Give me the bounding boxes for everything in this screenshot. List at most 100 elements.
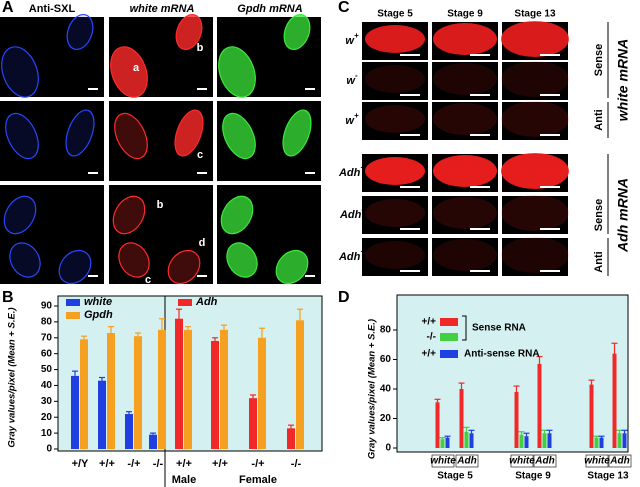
micrograph <box>109 13 213 98</box>
y-tick-label: 90 <box>41 301 53 312</box>
y-tick-label: 0 <box>385 443 391 454</box>
category-box <box>510 454 534 468</box>
legend-label: white <box>84 296 112 308</box>
annotation: Sense RNA <box>472 323 526 334</box>
image-background <box>432 102 498 140</box>
probe-label: Adh mRNA <box>615 178 631 253</box>
bar <box>599 437 604 448</box>
image-background <box>502 238 568 276</box>
x-tick-label: -/+ <box>251 458 264 470</box>
x-tick-label: Adh <box>456 456 476 467</box>
bracket <box>462 315 467 341</box>
bar <box>435 402 440 448</box>
embryo <box>365 25 425 53</box>
panel-letter: A <box>2 0 14 16</box>
y-tick-label: 20 <box>380 413 392 424</box>
x-tick-label: white <box>430 456 456 467</box>
group-label: Stage 9 <box>515 471 551 482</box>
error-bar <box>458 382 465 389</box>
embryo <box>365 157 425 185</box>
bar <box>445 437 450 448</box>
embryo <box>433 155 497 187</box>
bar <box>464 431 469 448</box>
image-background <box>0 101 104 181</box>
embryo <box>433 197 497 229</box>
bar <box>524 436 529 448</box>
image-background <box>432 196 498 234</box>
embryo <box>365 199 425 227</box>
bar <box>612 353 617 448</box>
annotation: Anti-sense RNA <box>464 349 540 360</box>
error-bar <box>588 379 595 385</box>
y-axis-label: Gray values/pixel (Mean + S.E.) <box>367 319 378 459</box>
side-label: Sense <box>593 44 605 76</box>
annotation: b <box>197 42 204 54</box>
y-tick-label: 30 <box>41 396 53 407</box>
bar <box>440 439 445 448</box>
category-box <box>608 454 632 468</box>
y-tick-label: 20 <box>41 412 53 423</box>
embryo <box>3 195 37 235</box>
row-label: Adh- <box>339 205 364 221</box>
embryo <box>5 112 39 160</box>
image-background <box>362 238 428 276</box>
y-tick-label: 40 <box>41 380 53 391</box>
image-background <box>0 185 104 284</box>
bar <box>98 380 106 449</box>
embryo <box>433 23 497 55</box>
embryo <box>365 65 425 93</box>
bar <box>107 333 115 449</box>
bar <box>158 329 166 449</box>
embryo <box>9 242 41 278</box>
bar <box>220 329 228 449</box>
error-bar <box>523 432 530 437</box>
embryo <box>501 153 569 189</box>
embryo <box>118 242 150 278</box>
bar <box>211 340 219 449</box>
error-bar <box>468 429 475 434</box>
bar <box>469 433 474 448</box>
bar <box>287 428 295 449</box>
bar <box>71 375 79 449</box>
micrograph <box>217 185 321 285</box>
row-label-base: Adh <box>338 167 361 179</box>
row-label-base: Adh <box>338 251 361 263</box>
legend-label: Gpdh <box>84 309 113 321</box>
embryo <box>218 46 256 98</box>
image-background <box>432 62 498 100</box>
micrograph <box>0 13 104 98</box>
legend-swatch <box>440 350 458 358</box>
image-background <box>0 17 104 97</box>
micrograph <box>217 101 321 181</box>
row-label-sup: + <box>354 111 359 120</box>
embryo <box>501 195 569 231</box>
image-background <box>502 196 568 234</box>
embryo <box>282 109 312 157</box>
error-bar <box>221 324 227 330</box>
y-tick-label: 80 <box>41 317 53 328</box>
legend-label: +/+ <box>422 349 437 360</box>
x-tick-label: +/+ <box>99 458 115 470</box>
embryo <box>174 109 204 157</box>
bar <box>594 437 599 448</box>
image-background <box>109 185 213 284</box>
panel-letter: D <box>338 289 350 306</box>
image-background <box>362 62 428 100</box>
category-box <box>431 454 455 468</box>
micrograph <box>0 101 104 181</box>
embryo <box>365 105 425 133</box>
bar <box>258 337 266 449</box>
bar <box>519 434 524 448</box>
y-tick-label: 0 <box>46 444 52 455</box>
micrograph <box>217 13 321 98</box>
side-label: Anti <box>593 109 605 130</box>
legend-swatch <box>66 299 80 306</box>
x-tick-label: +/+ <box>212 458 228 470</box>
bar <box>542 433 547 448</box>
embryo <box>433 103 497 135</box>
error-bar <box>434 398 441 403</box>
error-bar <box>536 355 543 364</box>
column-header: Stage 5 <box>377 9 413 20</box>
